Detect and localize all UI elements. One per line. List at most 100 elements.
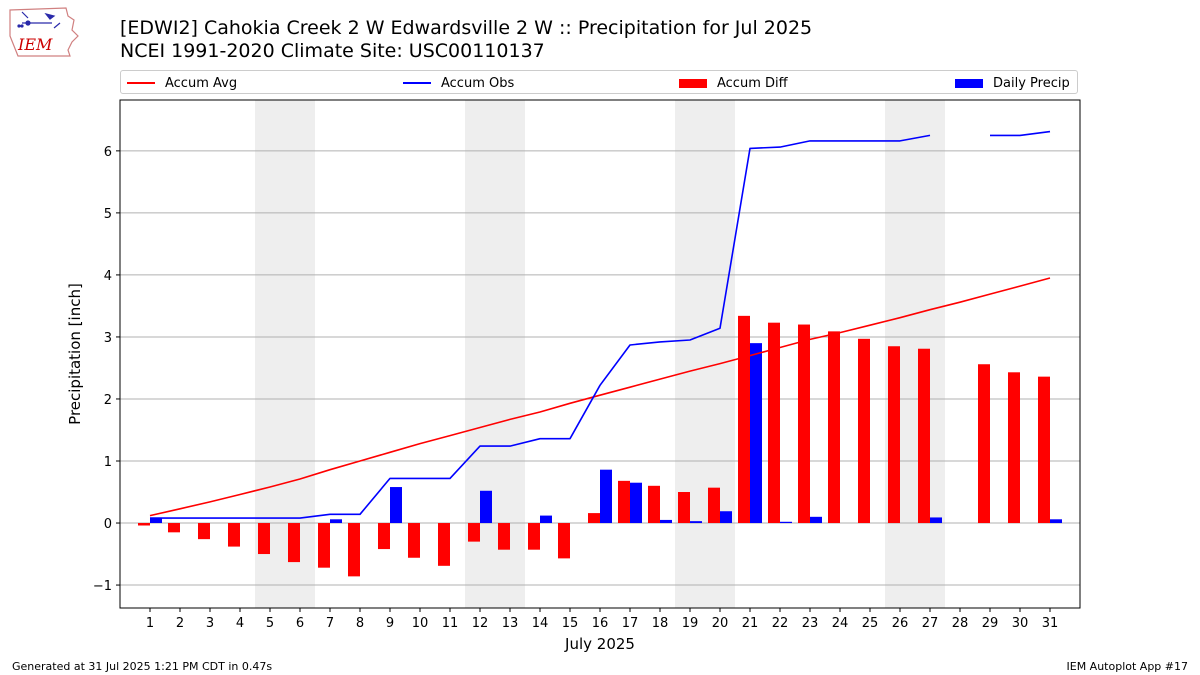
y-tick-label: 4 xyxy=(104,269,112,284)
accum-diff-bar xyxy=(888,346,900,524)
footer-app-text: IEM Autoplot App #17 xyxy=(1066,660,1189,673)
accum-diff-bar xyxy=(198,523,210,540)
accum-diff-bar xyxy=(618,480,630,524)
accum-diff-bar xyxy=(588,513,600,524)
legend-swatch-accum-obs xyxy=(403,82,431,84)
y-tick-label: 6 xyxy=(104,145,112,160)
x-tick-label: 14 xyxy=(532,616,549,631)
accum-diff-bar xyxy=(408,523,420,558)
x-tick-label: 12 xyxy=(472,616,489,631)
accum-diff-bar xyxy=(288,523,300,563)
accum-diff-bar xyxy=(468,523,480,542)
x-tick-label: 9 xyxy=(386,616,394,631)
legend-item-daily-precip: Daily Precip xyxy=(955,74,1070,92)
logo-text: IEM xyxy=(17,35,53,54)
accum-diff-bar xyxy=(918,348,930,524)
accum-diff-bar xyxy=(828,331,840,524)
x-tick-label: 4 xyxy=(236,616,244,631)
legend-label-accum-avg: Accum Avg xyxy=(165,75,238,91)
x-tick-label: 10 xyxy=(412,616,429,631)
y-tick-label: 0 xyxy=(104,517,112,532)
x-tick-label: 18 xyxy=(652,616,669,631)
legend-swatch-accum-diff xyxy=(679,78,707,88)
x-tick-label: 27 xyxy=(922,616,939,631)
x-tick-label: 31 xyxy=(1042,616,1059,631)
daily-precip-bar xyxy=(600,469,612,524)
legend-label-accum-diff: Accum Diff xyxy=(717,75,788,91)
legend-label-accum-obs: Accum Obs xyxy=(441,75,515,91)
x-tick-label: 22 xyxy=(772,616,789,631)
x-tick-label: 25 xyxy=(862,616,879,631)
x-tick-label: 29 xyxy=(982,616,999,631)
daily-precip-bar xyxy=(810,516,822,524)
x-tick-label: 20 xyxy=(712,616,729,631)
daily-precip-bar xyxy=(780,521,792,524)
accum-diff-bar xyxy=(228,523,240,547)
x-axis-label: July 2025 xyxy=(564,635,635,653)
accum-diff-bar xyxy=(138,523,150,526)
accum-diff-bar xyxy=(348,523,360,577)
daily-precip-bar xyxy=(720,511,732,524)
daily-precip-bar xyxy=(1050,519,1062,524)
x-tick-label: 19 xyxy=(682,616,699,631)
x-tick-label: 8 xyxy=(356,616,364,631)
accum-diff-bar xyxy=(768,322,780,524)
y-tick-label: 1 xyxy=(104,455,112,470)
accum-diff-bar xyxy=(978,364,990,524)
x-tick-label: 6 xyxy=(296,616,304,631)
weekend-shade xyxy=(465,100,525,608)
legend-swatch-daily-precip xyxy=(955,78,983,88)
accum-diff-bar xyxy=(258,523,270,555)
accum-diff-bar xyxy=(498,523,510,550)
plot-frame xyxy=(119,99,1081,609)
chart-subtitle: NCEI 1991-2020 Climate Site: USC00110137 xyxy=(120,40,545,62)
accum-diff-bar xyxy=(858,338,870,524)
daily-precip-bar xyxy=(480,490,492,524)
y-tick-label: −1 xyxy=(93,579,112,594)
accum-diff-bar xyxy=(1008,372,1020,524)
y-axis-label: Precipitation [inch] xyxy=(66,283,84,425)
accum-obs-line xyxy=(150,134,931,519)
accum-obs-line xyxy=(990,130,1051,137)
x-tick-label: 5 xyxy=(266,616,274,631)
x-tick-label: 2 xyxy=(176,616,184,631)
accum-diff-bar xyxy=(558,523,570,559)
x-tick-label: 21 xyxy=(742,616,759,631)
x-tick-label: 26 xyxy=(892,616,909,631)
legend-item-accum-avg: Accum Avg xyxy=(127,74,237,92)
daily-precip-bar xyxy=(390,487,402,524)
footer-generated-text: Generated at 31 Jul 2025 1:21 PM CDT in … xyxy=(12,660,273,673)
daily-precip-bar xyxy=(930,517,942,524)
daily-precip-bar xyxy=(750,343,762,524)
y-tick-label: 3 xyxy=(104,331,112,346)
accum-diff-bar xyxy=(1038,376,1050,524)
daily-precip-bar xyxy=(330,519,342,524)
accum-diff-bar xyxy=(438,523,450,566)
legend-swatch-accum-avg xyxy=(127,82,155,84)
iem-logo: IEM xyxy=(9,7,79,57)
accum-diff-bar xyxy=(528,523,540,550)
x-tick-label: 23 xyxy=(802,616,819,631)
x-tick-label: 30 xyxy=(1012,616,1029,631)
x-tick-label: 1 xyxy=(146,616,154,631)
legend-item-accum-obs: Accum Obs xyxy=(403,74,514,92)
legend-item-accum-diff: Accum Diff xyxy=(679,74,788,92)
daily-precip-bar xyxy=(660,519,672,524)
weekend-shade xyxy=(675,100,735,608)
daily-precip-bar xyxy=(690,521,702,524)
daily-precip-bar xyxy=(150,518,162,524)
accum-diff-bar xyxy=(648,485,660,524)
daily-precip-bar xyxy=(630,482,642,524)
accum-diff-bar xyxy=(798,324,810,524)
x-tick-label: 3 xyxy=(206,616,214,631)
accum-diff-bar xyxy=(738,315,750,524)
x-tick-label: 16 xyxy=(592,616,609,631)
accum-diff-bar xyxy=(678,492,690,524)
accum-diff-bar xyxy=(708,487,720,524)
x-tick-label: 7 xyxy=(326,616,334,631)
accum-avg-line xyxy=(149,277,1051,517)
x-tick-label: 13 xyxy=(502,616,519,631)
x-tick-label: 28 xyxy=(952,616,969,631)
accum-diff-bar xyxy=(168,523,180,533)
